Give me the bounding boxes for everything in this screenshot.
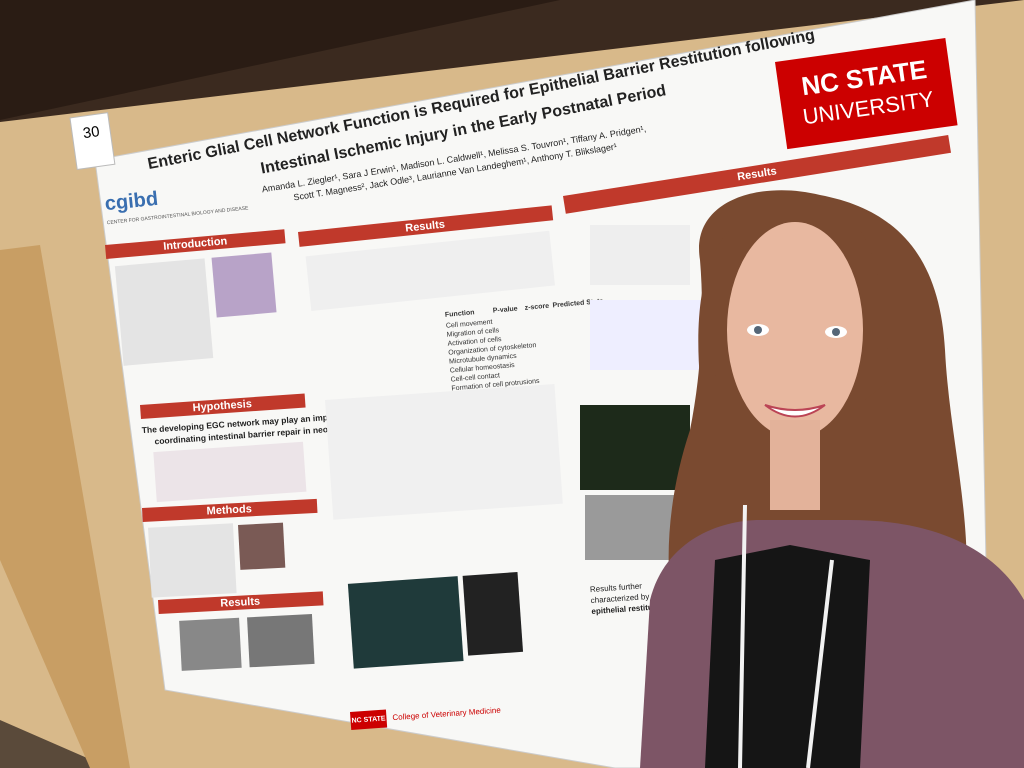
right-text: Results further bbox=[590, 581, 643, 594]
section-bar bbox=[140, 393, 306, 419]
number-card bbox=[69, 112, 116, 171]
section-bar bbox=[298, 205, 554, 247]
right-text: characterized by bbox=[590, 592, 649, 605]
section-bar bbox=[563, 134, 952, 214]
figure bbox=[347, 576, 464, 669]
section-header: Results bbox=[220, 596, 260, 610]
hair-front bbox=[698, 230, 890, 400]
figure bbox=[238, 522, 286, 570]
text-block bbox=[114, 258, 214, 366]
face bbox=[727, 222, 863, 438]
board-post bbox=[0, 245, 130, 768]
footer-logo bbox=[350, 709, 388, 730]
iris bbox=[832, 328, 840, 336]
figure bbox=[247, 613, 315, 668]
neck bbox=[770, 420, 820, 510]
figure bbox=[153, 441, 307, 503]
table-header: Predicted State bbox=[552, 298, 603, 309]
table-row: Activation of cells bbox=[447, 336, 502, 348]
figure bbox=[179, 617, 242, 671]
text-block bbox=[148, 523, 237, 598]
black-top bbox=[705, 545, 870, 768]
table-row: Migration of cells bbox=[446, 327, 499, 339]
figure bbox=[590, 225, 690, 285]
table-row: Cell-cell contact bbox=[450, 372, 500, 383]
figure bbox=[462, 571, 524, 656]
section-bar bbox=[142, 498, 318, 522]
section-bar bbox=[158, 591, 324, 614]
figure bbox=[580, 405, 690, 490]
lanyard bbox=[738, 504, 834, 768]
table-header: Function bbox=[445, 309, 475, 319]
figure bbox=[211, 252, 277, 318]
footer-logo-text: NC STATE bbox=[351, 715, 386, 724]
smile bbox=[764, 404, 826, 418]
ceiling bbox=[0, 0, 560, 120]
section-header: Results bbox=[405, 219, 446, 235]
table-header: P-value bbox=[493, 305, 519, 314]
section-header: Methods bbox=[206, 503, 252, 517]
figure bbox=[325, 383, 563, 520]
table-row: Cell movement bbox=[446, 319, 493, 330]
poster-number: 30 bbox=[82, 123, 101, 142]
section-header: Hypothesis bbox=[192, 398, 252, 414]
figure bbox=[590, 300, 710, 370]
iris bbox=[754, 326, 762, 334]
section-bar bbox=[105, 229, 286, 259]
table-header: z-score bbox=[524, 303, 549, 312]
section-header: Introduction bbox=[163, 235, 228, 253]
figure bbox=[305, 230, 555, 312]
university-logo bbox=[775, 38, 958, 150]
